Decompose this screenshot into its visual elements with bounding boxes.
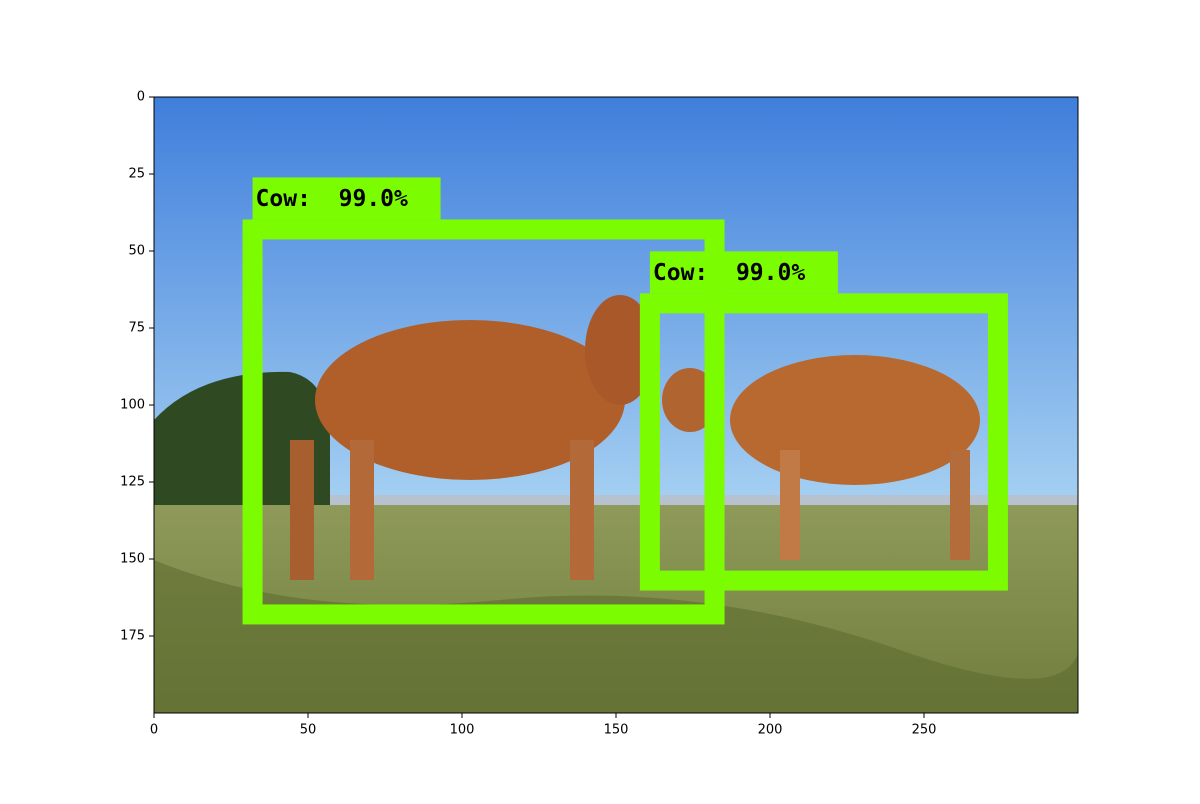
detection-box — [639, 293, 1008, 591]
x-tick-label: 250 — [912, 723, 937, 738]
x-tick-label: 150 — [604, 723, 629, 738]
detection-label: Cow: 99.0% — [256, 186, 408, 212]
x-tick-label: 50 — [300, 723, 317, 738]
y-tick-label: 100 — [120, 398, 145, 413]
detection-label: Cow: 99.0% — [653, 260, 805, 286]
y-tick-label: 25 — [128, 167, 145, 182]
y-tick-label: 75 — [128, 321, 145, 336]
y-tick-label: 0 — [137, 90, 145, 105]
y-tick-label: 150 — [120, 552, 145, 567]
y-tick-label: 175 — [120, 629, 145, 644]
y-tick-label: 125 — [120, 475, 145, 490]
x-tick-label: 200 — [758, 723, 783, 738]
detection-box — [242, 219, 725, 625]
x-tick-label: 0 — [150, 723, 158, 738]
label-background — [252, 177, 441, 220]
y-tick-label: 50 — [128, 244, 145, 259]
x-tick-label: 100 — [450, 723, 475, 738]
label-background — [649, 251, 838, 294]
